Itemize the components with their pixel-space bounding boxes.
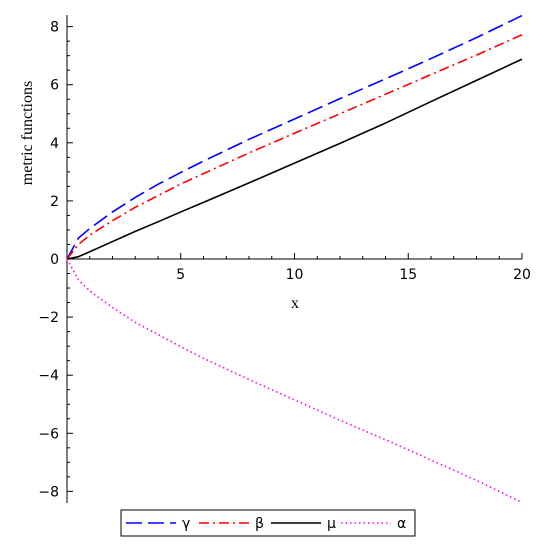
y-tick-label: 6 (50, 78, 59, 94)
plot-area: 5 10 15 20 −8 −6 −4 −2 0 2 4 6 8 (38, 14, 531, 504)
legend-label: β (255, 516, 264, 532)
x-tick-label: 10 (286, 267, 304, 283)
y-tick-label: 2 (50, 194, 59, 210)
y-tick-label: 4 (50, 136, 59, 152)
y-tick-label: −8 (38, 484, 59, 500)
series-line (66, 34, 523, 260)
y-tick-label: 8 (50, 20, 59, 36)
legend-label: μ (327, 516, 336, 532)
legend-label: γ (182, 516, 190, 532)
x-tick-label: 20 (513, 267, 531, 283)
x-tick-label: 5 (176, 267, 185, 283)
series-line (66, 258, 523, 504)
y-tick-label: −6 (38, 426, 59, 442)
y-tick-label: 0 (50, 252, 59, 268)
legend-label: α (397, 516, 406, 532)
x-tick-label: 15 (399, 267, 417, 283)
y-tick-label: −4 (38, 368, 59, 384)
legend-box (120, 509, 416, 537)
y-axis-title: metric functions (19, 81, 36, 185)
x-axis-title: x (291, 295, 299, 312)
series-line (66, 14, 523, 260)
series-line (66, 58, 523, 260)
y-tick-label: −2 (38, 310, 59, 326)
